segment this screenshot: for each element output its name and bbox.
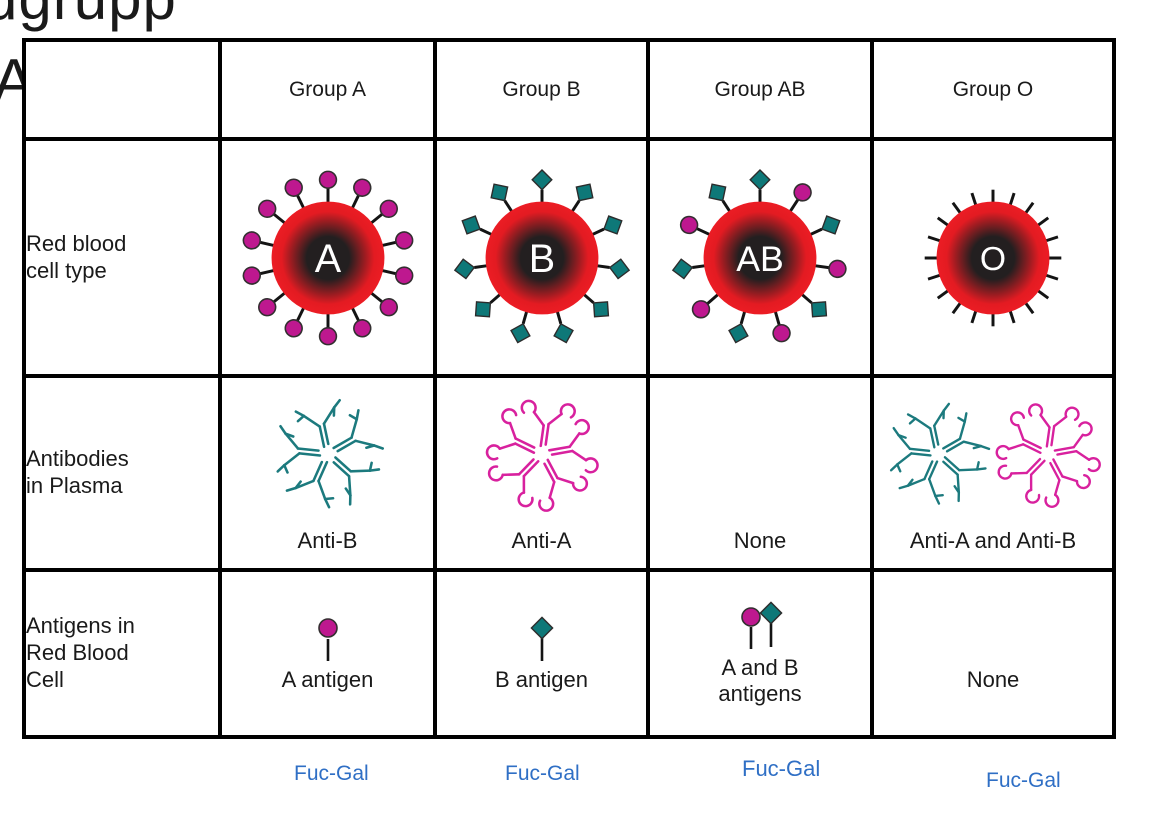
row-antigens-in-rbc: Antigens in Red Blood Cell A antigen B a… <box>22 568 1116 739</box>
table-header-row: Group A Group B Group AB Group O <box>22 38 1116 141</box>
row-label-antibodies: Antibodies in Plasma <box>22 374 222 572</box>
header-gap-cell <box>22 38 222 141</box>
column-header-group-o: Group O <box>870 38 1116 141</box>
rbc-b-illustration: B <box>451 168 632 347</box>
plasma-caption-anti-a: Anti-A <box>511 528 572 554</box>
row-label-antigens: Antigens in Red Blood Cell <box>22 568 222 739</box>
antigen-caption-none: None <box>966 666 1020 692</box>
a-and-b-antigen-lollipops-icon <box>741 600 783 649</box>
red-blood-cell <box>936 201 1050 314</box>
antigen-caption-a: A antigen <box>281 666 374 692</box>
rbc-letter: O <box>980 240 1006 277</box>
cell-plasma-group-b: Anti-A <box>433 374 650 572</box>
cell-antigen-group-o: None <box>870 568 1116 739</box>
anti-b-antibody-cluster-icon <box>273 398 384 511</box>
anti-a-antibody-cluster-icon <box>993 400 1102 510</box>
fucgal-label-group-a: Fuc-Gal <box>294 762 369 785</box>
row-label-rbc-type: Red blood cell type <box>22 137 222 378</box>
cell-antigen-group-a: A antigen <box>218 568 437 739</box>
rbc-letter: A <box>314 236 341 280</box>
red-blood-cell <box>271 201 384 314</box>
fucgal-label-group-b: Fuc-Gal <box>505 762 580 785</box>
column-header-group-a: Group A <box>218 38 437 141</box>
empty-antigen-spacer <box>988 615 998 663</box>
cell-plasma-group-ab: None <box>646 374 874 572</box>
red-blood-cell <box>703 201 817 314</box>
fucgal-label-group-ab: Fuc-Gal <box>742 756 821 781</box>
column-header-group-b: Group B <box>433 38 650 141</box>
anti-a-antibody-cluster-icon <box>482 396 600 514</box>
rbc-o-illustration: O <box>923 187 1063 328</box>
cell-antigen-group-ab: A and B antigens <box>646 568 874 739</box>
row-red-blood-cell-type: Red blood cell type A <box>22 137 1116 378</box>
cell-rbc-group-b: B <box>433 137 650 378</box>
page-title-fragment: dgrupp <box>0 0 177 33</box>
cell-rbc-group-o: O <box>870 137 1116 378</box>
antigen-caption-b: B antigen <box>495 666 588 692</box>
rbc-letter: B <box>528 236 554 280</box>
blood-type-table: Group A Group B Group AB Group O Red blo… <box>22 38 1116 739</box>
anti-b-antibody-cluster-icon <box>888 402 991 507</box>
plasma-caption-anti-b: Anti-B <box>297 528 358 554</box>
plasma-caption-anti-a-and-b: Anti-A and Anti-B <box>909 528 1077 554</box>
row-antibodies-in-plasma: Antibodies in Plasma Anti-B <box>22 374 1116 572</box>
b-antigen-lollipop-icon <box>529 615 554 661</box>
fucgal-label-group-o: Fuc-Gal <box>986 769 1061 792</box>
cell-antigen-group-b: B antigen <box>433 568 650 739</box>
column-header-group-ab: Group AB <box>646 38 874 141</box>
plasma-caption-none: None <box>733 528 787 554</box>
red-blood-cell <box>485 201 598 314</box>
cell-rbc-group-a: A <box>218 137 437 378</box>
cell-rbc-group-ab: AB <box>646 137 874 378</box>
rbc-ab-illustration: AB <box>669 168 849 347</box>
rbc-a-illustration: A <box>239 169 416 346</box>
antigen-caption-a-and-b: A and B antigens <box>718 654 802 706</box>
rbc-letter: AB <box>736 238 784 278</box>
cell-plasma-group-o: Anti-A and Anti-B <box>870 374 1116 572</box>
cell-plasma-group-a: Anti-B <box>218 374 437 572</box>
a-antigen-lollipop-icon <box>317 617 338 661</box>
